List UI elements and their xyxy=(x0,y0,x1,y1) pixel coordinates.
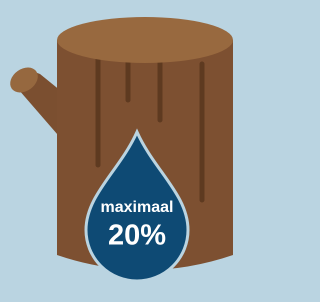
illustration: maximaal 20% xyxy=(0,0,240,302)
stump-top xyxy=(57,17,233,63)
drop-label: maximaal xyxy=(101,199,174,216)
drop-value: 20% xyxy=(108,220,166,252)
